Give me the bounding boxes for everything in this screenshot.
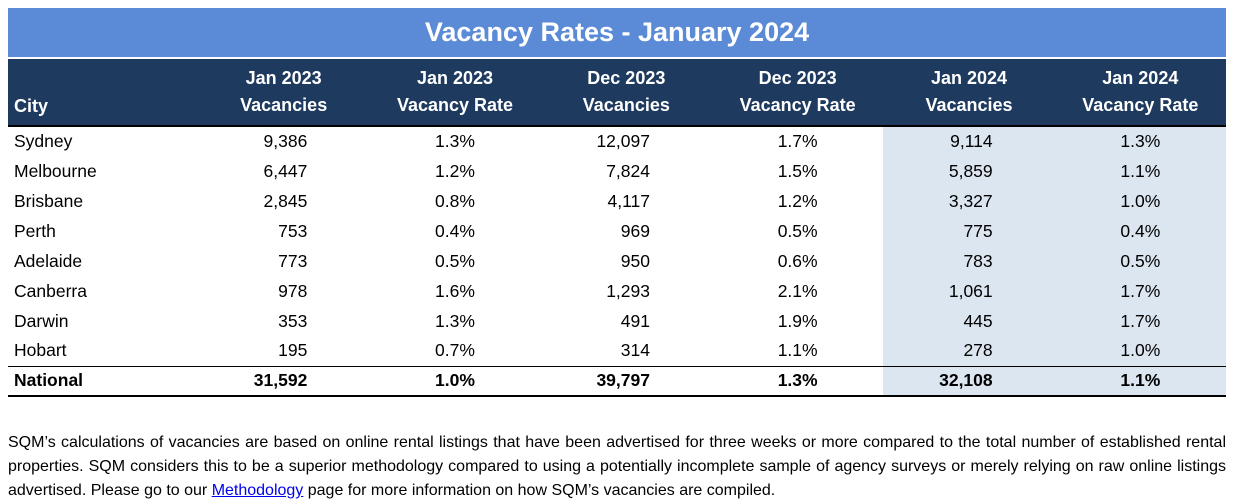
value-cell: 0.4% bbox=[1054, 216, 1226, 246]
value-cell: 2.1% bbox=[777, 280, 818, 301]
value-cell: 978 bbox=[278, 280, 308, 301]
value-cell: 1.2% bbox=[435, 160, 475, 181]
table-title: Vacancy Rates - January 2024 bbox=[8, 8, 1226, 59]
city-cell: Perth bbox=[14, 220, 56, 241]
value-cell: 1.3% bbox=[711, 365, 884, 397]
table-row: Sydney 9,386 1.3% 12,097 1.7% 9,114 1.3% bbox=[8, 126, 1226, 156]
city-cell: Adelaide bbox=[14, 250, 83, 271]
value-cell: 445 bbox=[883, 306, 1055, 336]
value-cell: 0.8% bbox=[435, 190, 475, 211]
value-cell: 39,797 bbox=[540, 365, 712, 397]
value-cell: 278 bbox=[883, 336, 1055, 366]
value-cell: 31,592 bbox=[198, 365, 370, 397]
value-cell: 1.6% bbox=[435, 280, 475, 301]
value-cell: 1.9% bbox=[777, 310, 818, 331]
footnote-text-before-link: SQM’s calculations of vacancies are base… bbox=[8, 434, 1226, 499]
value-cell: 1.7% bbox=[1054, 276, 1226, 306]
city-cell: National bbox=[8, 365, 198, 397]
value-cell: 0.7% bbox=[435, 340, 475, 361]
table-row: Hobart 195 0.7% 314 1.1% 278 1.0% bbox=[8, 336, 1226, 366]
value-cell: 0.5% bbox=[435, 250, 475, 271]
value-cell: 12,097 bbox=[596, 131, 650, 151]
footnote-text-after-link: page for more information on how SQM’s v… bbox=[303, 482, 776, 499]
value-cell: 2,845 bbox=[263, 190, 308, 211]
column-header-dec-2023-vacancies: Dec 2023 Vacancies bbox=[540, 58, 712, 127]
value-cell: 1.1% bbox=[1054, 365, 1226, 397]
value-cell: 773 bbox=[278, 250, 308, 271]
city-cell: Hobart bbox=[14, 340, 67, 361]
value-cell: 1.0% bbox=[369, 365, 541, 397]
value-cell: 491 bbox=[620, 310, 650, 331]
value-cell: 0.5% bbox=[1054, 246, 1226, 276]
table-row: Melbourne 6,447 1.2% 7,824 1.5% 5,859 1.1% bbox=[8, 156, 1226, 186]
column-header-jan-2023-vacancy-rate: Jan 2023 Vacancy Rate bbox=[369, 58, 541, 127]
value-cell: 969 bbox=[620, 220, 650, 241]
value-cell: 1.0% bbox=[1054, 336, 1226, 366]
column-header-jan-2024-vacancy-rate: Jan 2024 Vacancy Rate bbox=[1054, 58, 1226, 127]
value-cell: 195 bbox=[278, 340, 308, 361]
methodology-link[interactable]: Methodology bbox=[211, 482, 304, 499]
value-cell: 1.3% bbox=[1054, 126, 1226, 156]
value-cell: 1.7% bbox=[777, 131, 818, 151]
value-cell: 0.5% bbox=[777, 220, 818, 241]
value-cell: 1.3% bbox=[435, 310, 475, 331]
value-cell: 7,824 bbox=[606, 160, 650, 181]
column-header-jan-2024-vacancies: Jan 2024 Vacancies bbox=[883, 58, 1055, 127]
city-cell: Darwin bbox=[14, 310, 69, 331]
table-row: Canberra 978 1.6% 1,293 2.1% 1,061 1.7% bbox=[8, 276, 1226, 306]
value-cell: 1,293 bbox=[606, 280, 650, 301]
value-cell: 6,447 bbox=[263, 160, 308, 181]
table-header-row: City Jan 2023 Vacancies Jan 2023 Vacancy Rat… bbox=[8, 58, 1226, 127]
column-header-city: City bbox=[8, 58, 198, 127]
value-cell: 5,859 bbox=[883, 156, 1055, 186]
value-cell: 1.0% bbox=[1054, 186, 1226, 216]
value-cell: 4,117 bbox=[607, 190, 650, 211]
value-cell: 950 bbox=[620, 250, 650, 271]
value-cell: 32,108 bbox=[883, 365, 1055, 397]
value-cell: 1.1% bbox=[777, 340, 818, 361]
value-cell: 9,386 bbox=[263, 131, 308, 151]
value-cell: 783 bbox=[883, 246, 1055, 276]
city-cell: Brisbane bbox=[14, 190, 84, 211]
table-title-row: Vacancy Rates - January 2024 bbox=[8, 8, 1226, 59]
table-row: Adelaide 773 0.5% 950 0.6% 783 0.5% bbox=[8, 246, 1226, 276]
value-cell: 353 bbox=[278, 310, 308, 331]
table-row: Brisbane 2,845 0.8% 4,117 1.2% 3,327 1.0% bbox=[8, 186, 1226, 216]
city-cell: Canberra bbox=[14, 280, 87, 301]
value-cell: 1.1% bbox=[1054, 156, 1226, 186]
value-cell: 753 bbox=[278, 220, 308, 241]
value-cell: 1.5% bbox=[777, 160, 818, 181]
column-header-jan-2023-vacancies: Jan 2023 Vacancies bbox=[198, 58, 370, 127]
value-cell: 9,114 bbox=[883, 126, 1055, 156]
table-row: Darwin 353 1.3% 491 1.9% 445 1.7% bbox=[8, 306, 1226, 336]
vacancy-rates-table: Vacancy Rates - January 2024 City Jan 202… bbox=[8, 8, 1226, 397]
value-cell: 1.7% bbox=[1054, 306, 1226, 336]
value-cell: 314 bbox=[620, 340, 650, 361]
value-cell: 1.2% bbox=[777, 190, 818, 211]
city-cell: Melbourne bbox=[14, 160, 97, 181]
value-cell: 1.3% bbox=[435, 131, 475, 151]
value-cell: 0.4% bbox=[435, 220, 475, 241]
value-cell: 3,327 bbox=[883, 186, 1055, 216]
column-header-dec-2023-vacancy-rate: Dec 2023 Vacancy Rate bbox=[711, 58, 884, 127]
value-cell: 1,061 bbox=[883, 276, 1055, 306]
total-row: National 31,592 1.0% 39,797 1.3% 32,108 1.1% bbox=[8, 365, 1226, 397]
footnote: SQM’s calculations of vacancies are base… bbox=[8, 431, 1226, 503]
value-cell: 775 bbox=[883, 216, 1055, 246]
value-cell: 0.6% bbox=[777, 250, 818, 271]
city-cell: Sydney bbox=[14, 131, 73, 151]
table-row: Perth 753 0.4% 969 0.5% 775 0.4% bbox=[8, 216, 1226, 246]
